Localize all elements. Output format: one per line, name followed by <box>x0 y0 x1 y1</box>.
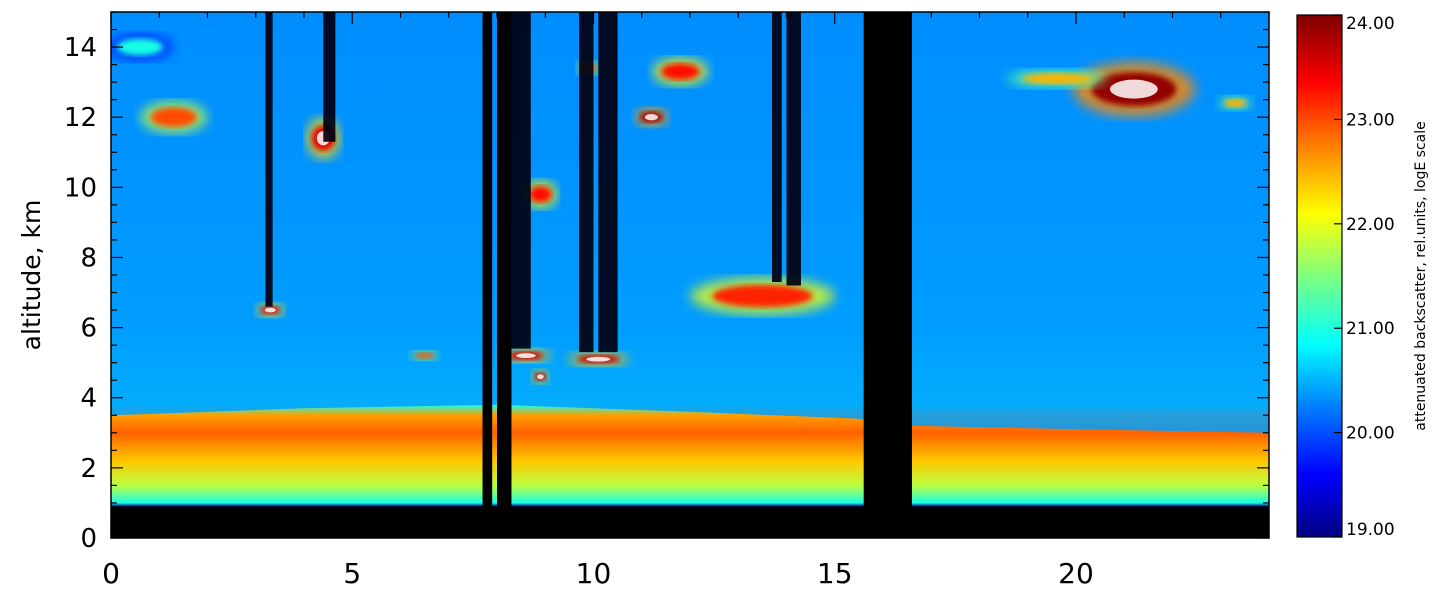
attenuated-column <box>786 12 801 286</box>
colorbar-tick-label: 21.00 <box>1346 319 1395 339</box>
y-tick-label: 12 <box>64 103 97 133</box>
colorbar-tick-label: 23.00 <box>1346 110 1395 130</box>
cloud <box>690 277 835 315</box>
x-tick-label: 10 <box>576 557 612 590</box>
cloud <box>500 348 551 363</box>
colorbar-tick-label: 22.00 <box>1346 215 1395 235</box>
y-tick-label: 10 <box>64 173 97 203</box>
x-axis: 0 5 10 15 20 <box>102 12 1270 590</box>
x-tick-label: 15 <box>817 557 853 590</box>
y-tick-label: 6 <box>80 314 97 344</box>
attenuated-column <box>598 12 618 353</box>
colorbar-tick-label: 19.00 <box>1346 520 1395 540</box>
attenuated-column <box>772 12 782 283</box>
y-axis: 0 2 4 6 8 10 12 14 <box>64 11 1269 554</box>
colorbar: 19.00 20.00 21.00 22.00 23.00 24.00 attenuate… <box>1296 14 1429 540</box>
cloud <box>652 57 709 86</box>
colorbar-tick-label: 20.00 <box>1346 424 1395 444</box>
data-gap <box>482 12 493 538</box>
cloud-layer <box>111 33 1252 384</box>
backscatter-heatmap <box>111 12 1269 538</box>
colorbar-label: attenuated backscatter, rel.units, logE … <box>1413 121 1429 430</box>
attenuated-columns <box>265 12 801 353</box>
y-tick-label: 0 <box>80 524 97 554</box>
cloud <box>111 33 174 61</box>
x-tick-label: 5 <box>343 557 361 590</box>
cloud <box>532 369 549 384</box>
x-tick-label: 20 <box>1058 557 1094 590</box>
colorbar-ticks: 19.00 20.00 21.00 22.00 23.00 24.00 <box>1334 14 1395 540</box>
x-tick-label: 0 <box>102 557 120 590</box>
cloud <box>1072 61 1195 117</box>
y-tick-label: 14 <box>64 33 97 63</box>
boundary-layer <box>111 12 1269 433</box>
attenuated-column <box>579 12 594 353</box>
attenuated-column <box>511 12 531 349</box>
cloud <box>567 352 629 366</box>
y-tick-label: 4 <box>80 384 97 414</box>
y-tick-label: 8 <box>80 243 97 273</box>
cloud <box>410 351 439 361</box>
y-axis-label: altitude, km <box>17 200 46 351</box>
data-gap <box>497 12 512 538</box>
cloud <box>256 303 285 317</box>
colorbar-gradient <box>1296 14 1343 538</box>
y-tick-label: 2 <box>80 454 97 484</box>
data-gap <box>863 12 912 538</box>
cloud <box>523 180 558 209</box>
cloud <box>1006 69 1107 88</box>
cloud <box>1218 96 1252 111</box>
attenuated-column <box>265 12 273 307</box>
colorbar-tick-label: 24.00 <box>1346 14 1395 34</box>
free-troposphere-fill <box>111 12 1269 433</box>
cloud <box>634 108 669 127</box>
attenuated-column <box>323 12 336 142</box>
cloud <box>140 101 208 134</box>
